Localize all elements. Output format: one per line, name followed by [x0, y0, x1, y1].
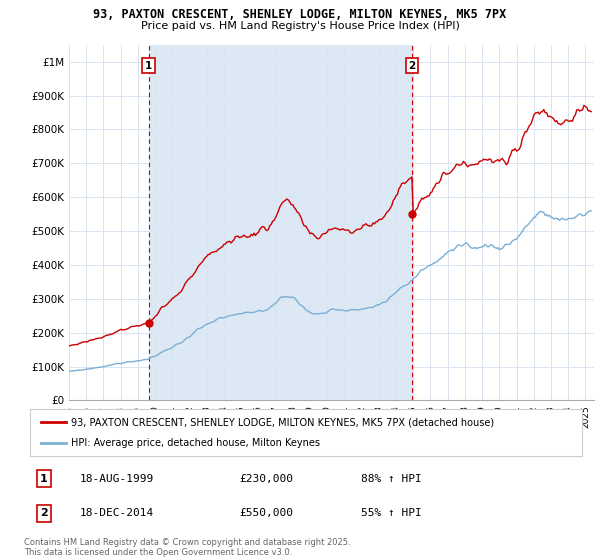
Bar — [149, 45, 412, 400]
Text: £550,000: £550,000 — [240, 508, 294, 519]
Text: HPI: Average price, detached house, Milton Keynes: HPI: Average price, detached house, Milt… — [71, 438, 320, 448]
Text: Price paid vs. HM Land Registry's House Price Index (HPI): Price paid vs. HM Land Registry's House … — [140, 21, 460, 31]
Text: 2: 2 — [408, 61, 415, 71]
Text: 1: 1 — [145, 61, 152, 71]
Text: Contains HM Land Registry data © Crown copyright and database right 2025.
This d: Contains HM Land Registry data © Crown c… — [24, 538, 350, 557]
Text: 93, PAXTON CRESCENT, SHENLEY LODGE, MILTON KEYNES, MK5 7PX: 93, PAXTON CRESCENT, SHENLEY LODGE, MILT… — [94, 8, 506, 21]
Text: 1: 1 — [40, 474, 47, 484]
Text: 2: 2 — [40, 508, 47, 519]
Text: 55% ↑ HPI: 55% ↑ HPI — [361, 508, 422, 519]
Text: 18-AUG-1999: 18-AUG-1999 — [80, 474, 154, 484]
Text: 93, PAXTON CRESCENT, SHENLEY LODGE, MILTON KEYNES, MK5 7PX (detached house): 93, PAXTON CRESCENT, SHENLEY LODGE, MILT… — [71, 417, 494, 427]
Text: 18-DEC-2014: 18-DEC-2014 — [80, 508, 154, 519]
Text: 88% ↑ HPI: 88% ↑ HPI — [361, 474, 422, 484]
Text: £230,000: £230,000 — [240, 474, 294, 484]
